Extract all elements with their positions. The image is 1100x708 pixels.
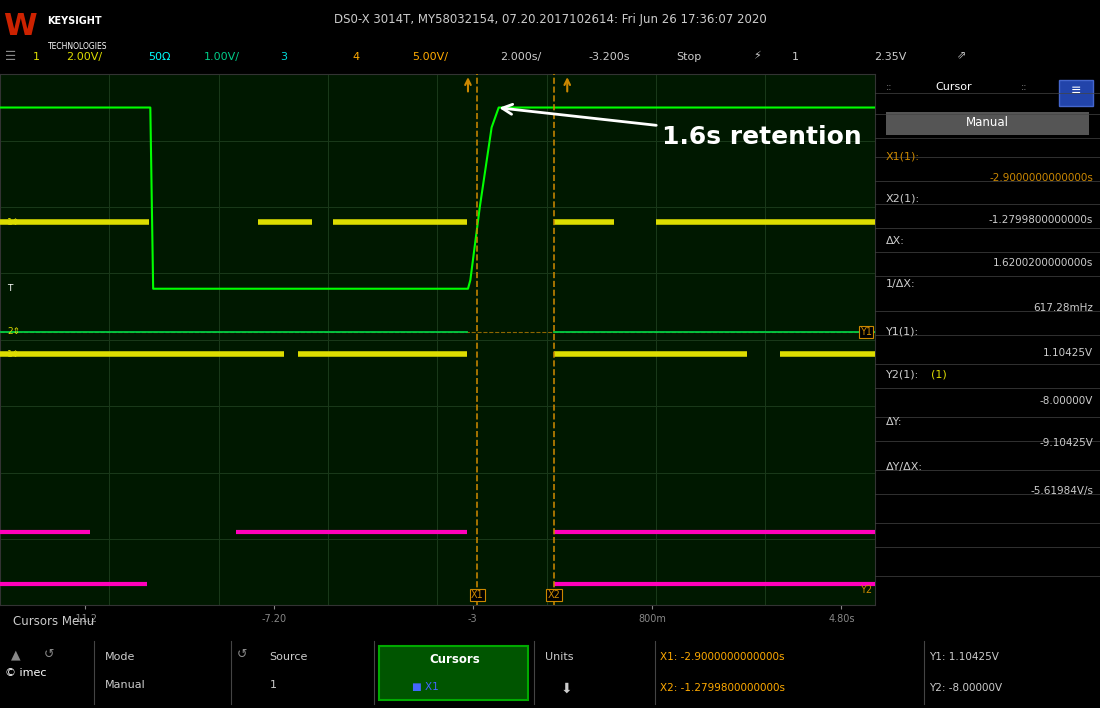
Text: 617.28mHz: 617.28mHz (1033, 303, 1093, 313)
Text: -1.2799800000000s: -1.2799800000000s (989, 215, 1093, 225)
Text: X2(1):: X2(1): (886, 194, 920, 204)
Text: X1(1):: X1(1): (886, 152, 920, 161)
FancyBboxPatch shape (1059, 80, 1093, 106)
Text: Units: Units (544, 652, 573, 662)
Text: 1⇕: 1⇕ (7, 218, 20, 227)
Text: ⚡: ⚡ (754, 52, 761, 62)
Text: 5.00V/: 5.00V/ (412, 52, 449, 62)
Text: 1⇕: 1⇕ (7, 350, 20, 359)
Text: W: W (3, 11, 36, 40)
Text: 1: 1 (33, 52, 40, 62)
Text: X2: -1.2799800000000s: X2: -1.2799800000000s (660, 683, 785, 693)
Text: Cursor: Cursor (935, 82, 971, 92)
Text: Cursors: Cursors (429, 653, 480, 666)
Text: X2: X2 (548, 590, 560, 600)
Text: ::: :: (1021, 82, 1027, 92)
Text: 1: 1 (792, 52, 799, 62)
Text: 1.6s retention: 1.6s retention (503, 104, 861, 149)
Text: -8.00000V: -8.00000V (1040, 396, 1093, 406)
Text: 2.000s/: 2.000s/ (500, 52, 541, 62)
Text: ΔX:: ΔX: (886, 236, 904, 246)
Text: (1): (1) (931, 369, 947, 379)
Text: Y1: 1.10425V: Y1: 1.10425V (930, 652, 1000, 662)
Text: ↺: ↺ (44, 649, 55, 661)
Text: ::: :: (886, 82, 892, 92)
Text: 1.00V/: 1.00V/ (204, 52, 240, 62)
Text: Manual: Manual (104, 680, 145, 690)
Text: ≡: ≡ (1071, 84, 1081, 97)
Text: 1/ΔX:: 1/ΔX: (886, 279, 915, 289)
Text: ▲: ▲ (11, 649, 21, 661)
Text: Stop: Stop (676, 52, 702, 62)
Text: X1: X1 (471, 590, 484, 600)
Text: ☰: ☰ (6, 50, 16, 63)
Text: 1.6200200000000s: 1.6200200000000s (993, 258, 1093, 268)
Text: 1: 1 (270, 680, 276, 690)
Text: ■ X1: ■ X1 (412, 682, 439, 692)
Text: Y1(1):: Y1(1): (886, 326, 918, 336)
Text: T: T (7, 284, 12, 293)
Text: DS0-X 3014T, MY58032154, 07.20.2017102614: Fri Jun 26 17:36:07 2020: DS0-X 3014T, MY58032154, 07.20.201710261… (333, 13, 767, 26)
Text: -9.10425V: -9.10425V (1040, 438, 1093, 448)
Text: -2.9000000000000s: -2.9000000000000s (989, 173, 1093, 183)
Text: 2⇕: 2⇕ (7, 327, 20, 336)
Text: 4: 4 (352, 52, 359, 62)
Text: ΔY/ΔX:: ΔY/ΔX: (886, 462, 923, 472)
Text: X1: -2.9000000000000s: X1: -2.9000000000000s (660, 652, 784, 662)
Text: Y1: Y1 (860, 327, 872, 337)
Text: 2.35V: 2.35V (874, 52, 906, 62)
Text: TECHNOLOGIES: TECHNOLOGIES (47, 42, 107, 50)
Text: -3.200s: -3.200s (588, 52, 630, 62)
Text: Y2: Y2 (860, 586, 872, 595)
FancyBboxPatch shape (886, 111, 1089, 135)
Text: © imec: © imec (6, 668, 46, 678)
Text: Manual: Manual (966, 115, 1009, 129)
Text: ΔY:: ΔY: (886, 417, 902, 427)
Text: KEYSIGHT: KEYSIGHT (47, 16, 102, 25)
Text: Cursors Menu: Cursors Menu (13, 615, 95, 628)
Text: Source: Source (270, 652, 308, 662)
Text: Y2: -8.00000V: Y2: -8.00000V (930, 683, 1002, 693)
Text: 2.00V/: 2.00V/ (66, 52, 102, 62)
Text: -5.61984V/s: -5.61984V/s (1031, 486, 1093, 496)
Text: ⇗: ⇗ (957, 52, 967, 62)
Text: 1.10425V: 1.10425V (1043, 348, 1093, 358)
Text: Y2(1):: Y2(1): (886, 369, 918, 379)
Text: Mode: Mode (104, 652, 135, 662)
Text: ⬇: ⬇ (561, 681, 573, 695)
FancyBboxPatch shape (379, 646, 528, 700)
Text: 3: 3 (280, 52, 287, 62)
Text: 50Ω: 50Ω (148, 52, 170, 62)
Text: ↺: ↺ (236, 649, 248, 661)
